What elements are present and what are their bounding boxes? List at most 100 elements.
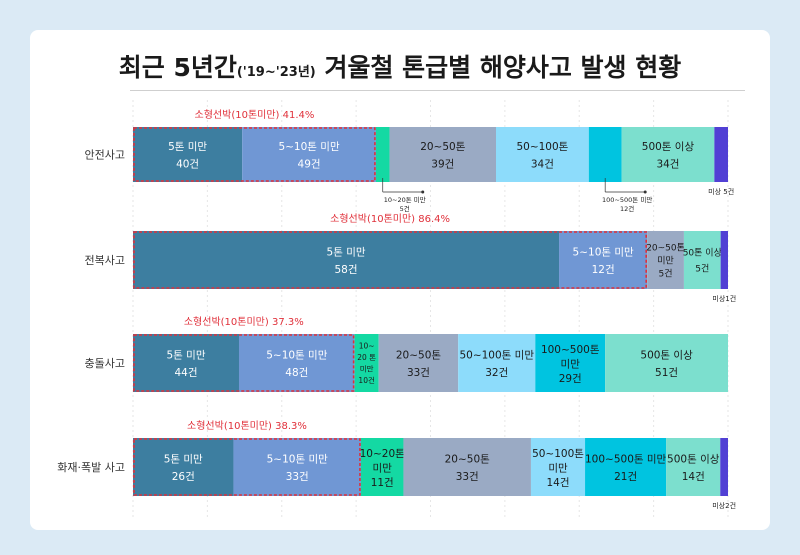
- bar-segment: [647, 231, 684, 289]
- title-period: ('19~'23년): [236, 65, 316, 80]
- bar-segment: [605, 334, 728, 392]
- segment-label: 미만: [360, 365, 374, 374]
- segment-label: 미만: [561, 358, 581, 370]
- segment-label: 5톤 미만: [164, 454, 203, 466]
- segment-label: 10~20톤: [360, 448, 406, 460]
- segment-value: 33건: [286, 471, 309, 483]
- segment-label: 20 톤: [357, 353, 376, 362]
- segment-label: 미만: [548, 462, 568, 474]
- segment-label: 100~500톤: [541, 344, 600, 356]
- segment-label: 20~50톤: [396, 350, 442, 362]
- segment-label: 미만: [373, 462, 393, 474]
- category-label: 충돌사고: [85, 357, 125, 370]
- segment-value: 33건: [456, 471, 479, 483]
- segment-value: 44건: [174, 367, 197, 379]
- bar-segment: [389, 127, 497, 182]
- segment-label: 10~20톤 미만: [384, 195, 426, 204]
- segment-value: 40건: [176, 159, 199, 171]
- segment-label: 100~500톤 미만: [602, 195, 652, 204]
- bar-segment: [403, 438, 531, 496]
- small-vessel-highlight: [133, 231, 647, 289]
- segment-label: 5톤 미만: [168, 141, 207, 153]
- segment-value: 12건: [592, 264, 615, 276]
- segment-label: 100~500톤 미만: [585, 454, 667, 466]
- segment-value: 11건: [371, 477, 394, 489]
- small-vessel-highlight: [133, 334, 355, 392]
- segment-value: 5건: [400, 204, 410, 213]
- segment-label: 5~10톤 미만: [278, 141, 339, 153]
- category-label: 전복사고: [85, 254, 125, 267]
- segment-value: 34건: [656, 159, 679, 171]
- segment-label: 20~50톤: [420, 141, 466, 153]
- title-divider: [130, 90, 745, 91]
- segment-label: 500톤 이상: [642, 141, 695, 153]
- title-main: 최근 5년간: [118, 53, 237, 82]
- segment-label: 50~100톤: [516, 141, 568, 153]
- bar-segment: [666, 438, 721, 496]
- highlight-label: 소형선박(10톤미만) 38.3%: [187, 420, 307, 432]
- segment-label: 50톤 이상: [683, 248, 722, 259]
- bar-segment: [683, 231, 721, 289]
- highlight-label: 소형선박(10톤미만) 37.3%: [184, 316, 304, 328]
- bar-segment: [621, 127, 715, 182]
- bar-segment: [559, 231, 648, 289]
- segment-label: 5톤 미만: [327, 247, 366, 259]
- segment-label: 500톤 이상: [667, 454, 720, 466]
- segment-value: 58건: [335, 264, 358, 276]
- segment-value: 14건: [682, 471, 705, 483]
- bar-segment: [720, 438, 728, 496]
- callout-dot: [643, 190, 647, 194]
- bar-segment: [496, 127, 589, 182]
- segment-label: 5톤 미만: [166, 350, 205, 362]
- segment-label: 50~100톤 미만: [459, 350, 534, 362]
- segment-value: 12건: [620, 204, 634, 213]
- segment-value: 14건: [546, 477, 569, 489]
- bar-segment: [354, 334, 379, 392]
- bar-segment: [458, 334, 536, 392]
- segment-value: 39건: [431, 159, 454, 171]
- bar-segment: [133, 231, 560, 289]
- segment-label: 미만: [657, 256, 674, 267]
- callout-dot: [421, 190, 425, 194]
- segment-value: 48건: [285, 367, 308, 379]
- segment-label: 50~100톤: [532, 448, 584, 460]
- segment-value: 33건: [407, 367, 430, 379]
- segment-value: 34건: [531, 159, 554, 171]
- segment-value: 29건: [559, 373, 582, 385]
- small-vessel-highlight: [133, 438, 361, 496]
- bar-segment: [133, 334, 239, 392]
- bar-segment: [375, 127, 390, 182]
- bar-segment: [588, 127, 622, 182]
- segment-value: 49건: [298, 159, 321, 171]
- segment-value: 5건: [695, 264, 709, 275]
- segment-label: 500톤 이상: [640, 350, 693, 362]
- highlight-label: 소형선박(10톤미만) 41.4%: [195, 109, 315, 121]
- bar-segment: [720, 231, 728, 289]
- segment-value: 21건: [614, 471, 637, 483]
- segment-label: 미상2건: [712, 501, 736, 510]
- segment-value: 26건: [172, 471, 195, 483]
- bar-segment: [242, 127, 376, 182]
- bar-segment: [233, 438, 361, 496]
- segment-value: 32건: [485, 367, 508, 379]
- segment-label: 미상 5건: [708, 187, 734, 196]
- segment-value: 51건: [655, 367, 678, 379]
- segment-value: 10건: [358, 375, 375, 385]
- highlight-label: 소형선박(10톤미만) 86.4%: [330, 213, 450, 225]
- bar-segment: [360, 438, 404, 496]
- bar-segment: [714, 127, 728, 182]
- chart-title: 최근 5년간('19~'23년) 겨울철 톤급별 해양사고 발생 현황: [30, 48, 770, 84]
- segment-value: 5건: [659, 269, 673, 280]
- segment-label: 10~: [359, 342, 375, 351]
- segment-label: 5~10톤 미만: [573, 247, 634, 259]
- category-label: 화재·폭발 사고: [57, 461, 125, 474]
- bar-segment: [238, 334, 355, 392]
- segment-label: 20~50톤: [646, 243, 685, 254]
- bar-segment: [133, 438, 234, 496]
- bar-segment: [133, 127, 243, 182]
- segment-label: 5~10톤 미만: [267, 454, 328, 466]
- title-rest: 겨울철 톤급별 해양사고 발생 현황: [315, 53, 682, 82]
- segment-label: 20~50톤: [445, 454, 491, 466]
- bar-segment: [535, 334, 606, 392]
